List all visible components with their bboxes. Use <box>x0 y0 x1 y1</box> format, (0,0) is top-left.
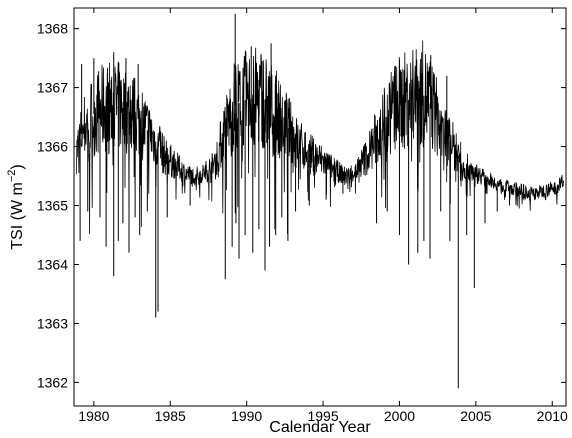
y-axis-label-sup: −2 <box>6 170 18 183</box>
x-tick-label: 1985 <box>155 408 186 424</box>
x-tick-label: 1980 <box>78 408 109 424</box>
y-axis-label-main: TSI (W m <box>9 182 26 250</box>
y-tick-label: 1362 <box>37 374 68 390</box>
x-tick-label: 2005 <box>460 408 491 424</box>
x-tick-labels: 1980 1985 1990 1995 2000 2005 2010 <box>78 408 568 424</box>
x-tick-label: 2000 <box>384 408 415 424</box>
x-axis-label: Calendar Year <box>269 419 371 436</box>
tsi-series-line <box>75 40 565 235</box>
y-tick-label: 1366 <box>37 139 68 155</box>
plot-frame <box>73 7 567 407</box>
x-tick-label: 1995 <box>307 408 338 424</box>
y-tick-label: 1364 <box>37 256 68 272</box>
x-tick-label: 1990 <box>231 408 262 424</box>
y-tick-label: 1367 <box>37 80 68 96</box>
y-axis-label: TSI (W m−2) <box>6 164 26 249</box>
plot-area <box>75 13 565 389</box>
y-tick-label: 1365 <box>37 198 68 214</box>
y-tick-labels: 1362 1363 1364 1365 1366 1367 1368 <box>37 21 68 391</box>
y-tick-label: 1368 <box>37 21 68 37</box>
axis-ticks <box>74 8 566 406</box>
y-axis-label-close: ) <box>9 164 26 169</box>
y-tick-label: 1363 <box>37 315 68 331</box>
x-tick-label: 2010 <box>537 408 568 424</box>
